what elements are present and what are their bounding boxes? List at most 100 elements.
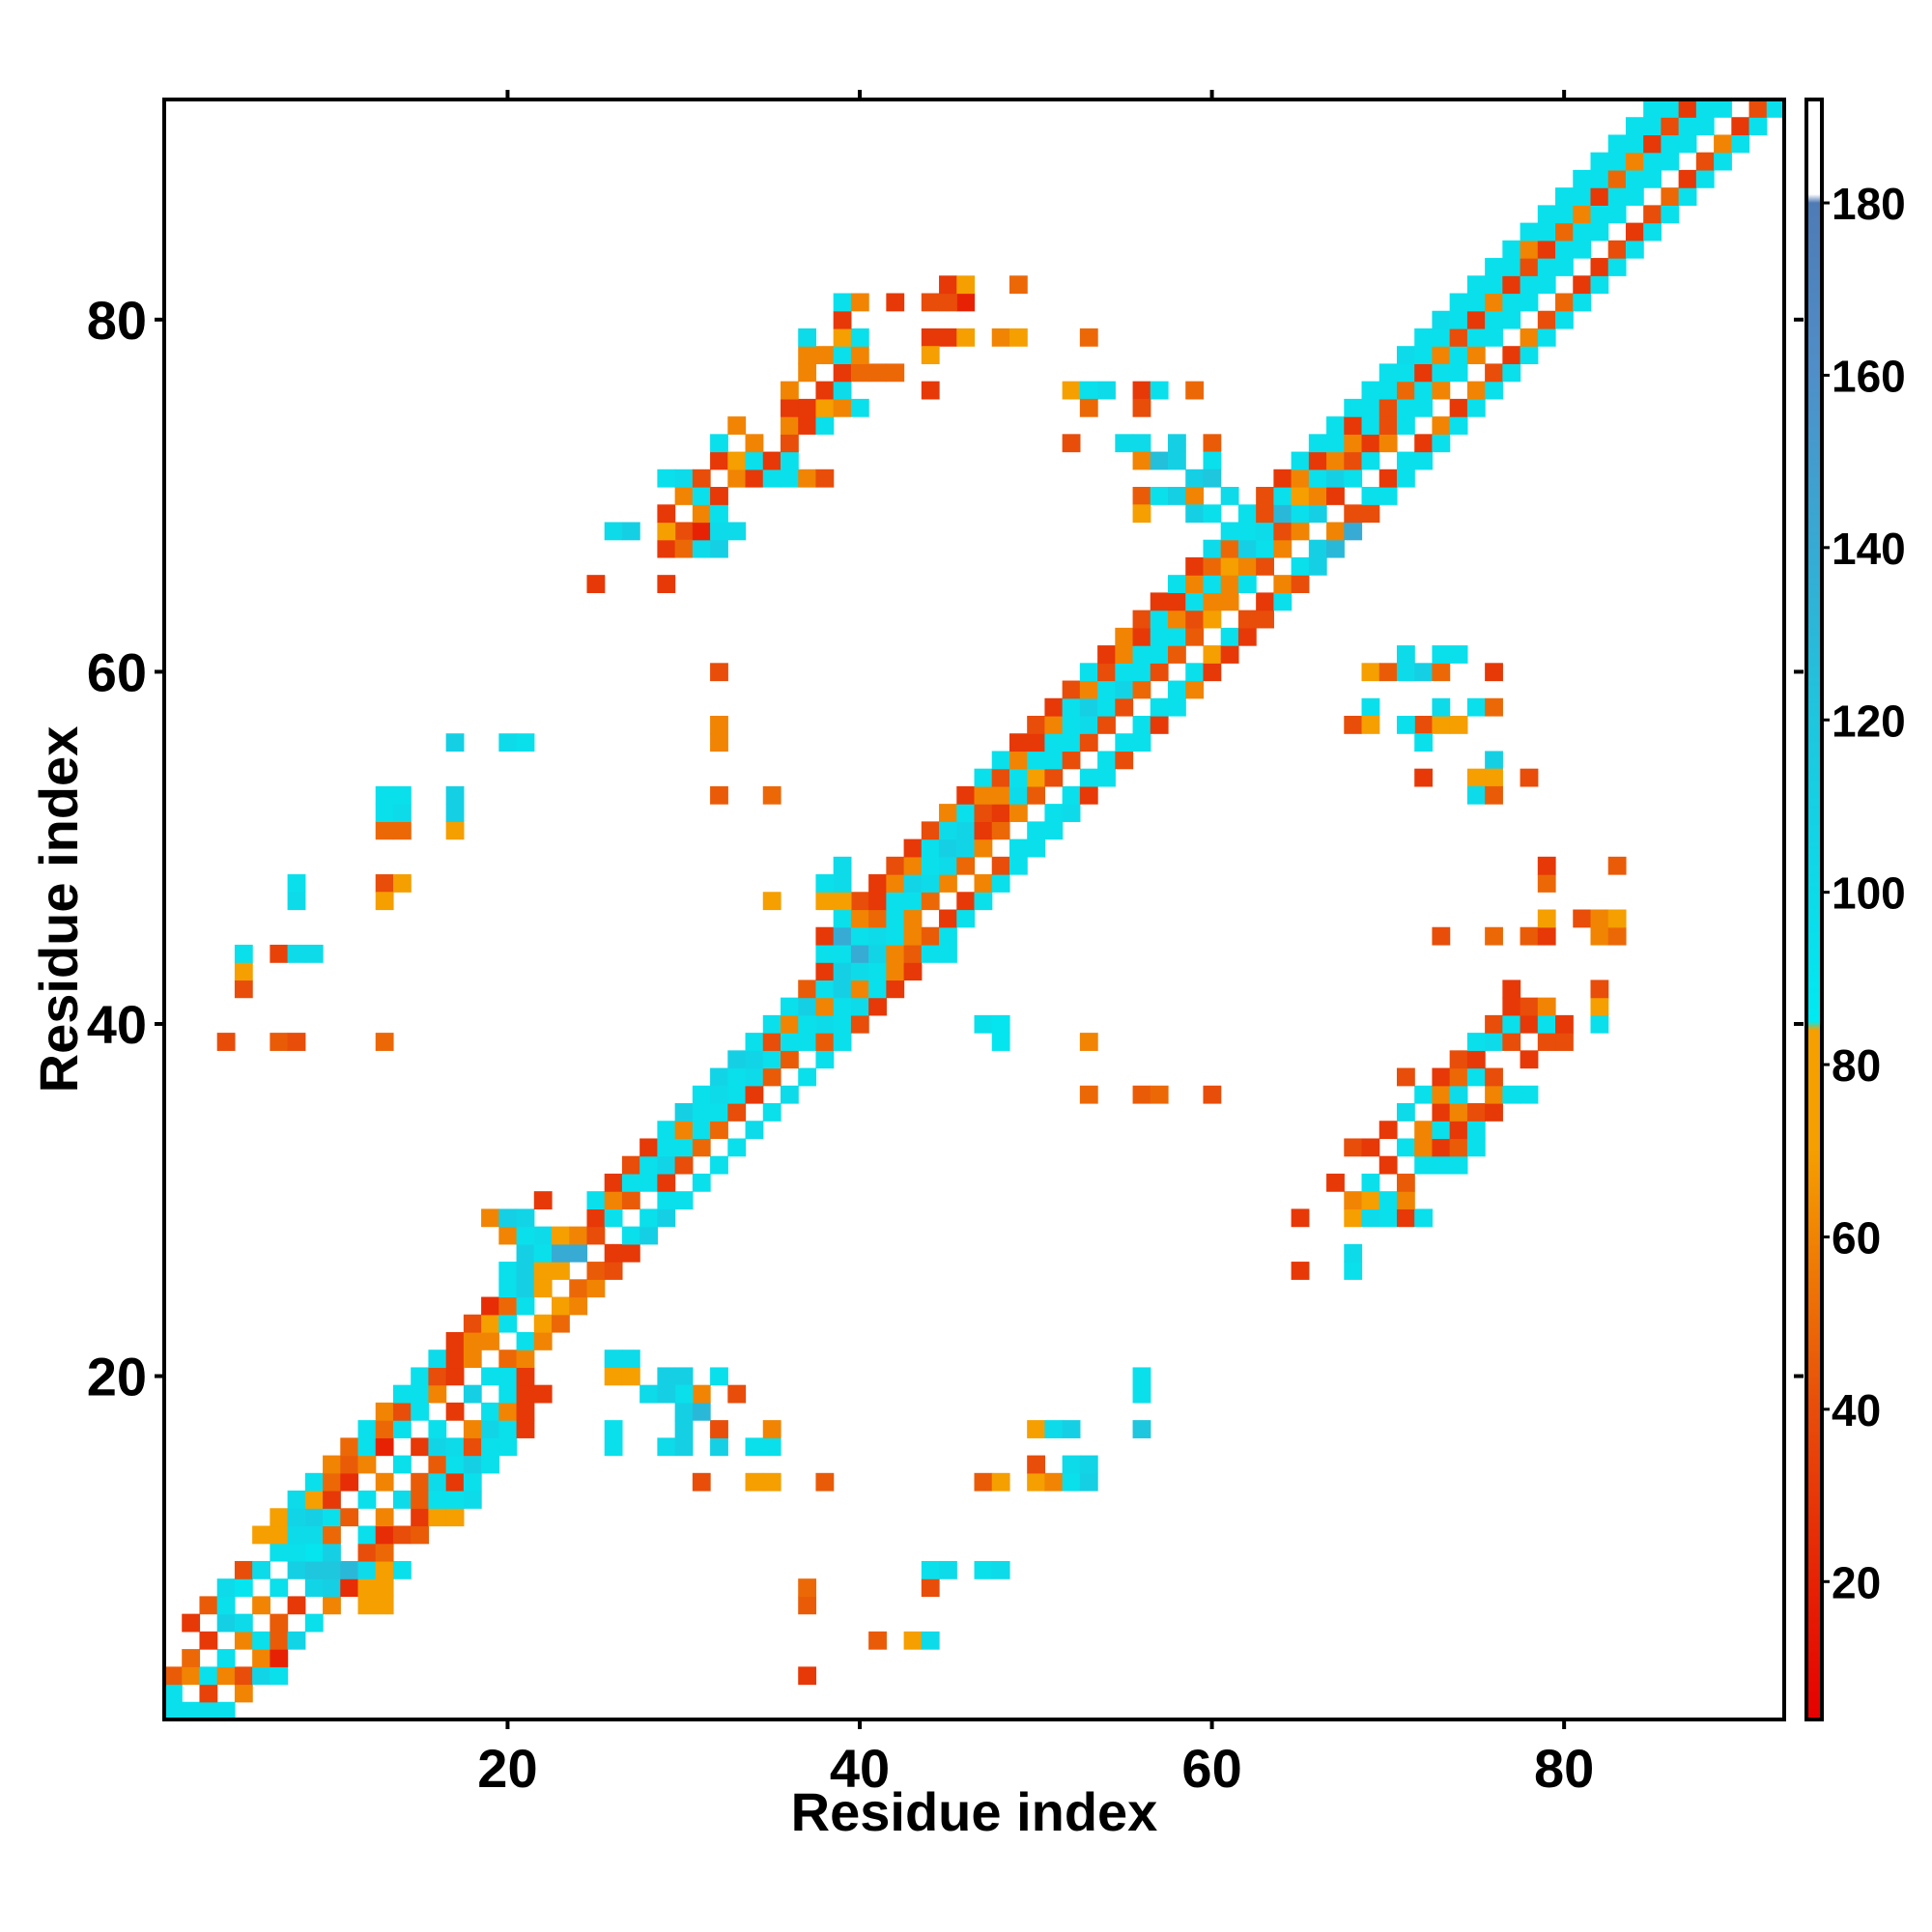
heatmap-cell	[762, 1420, 781, 1438]
heatmap-cell	[1291, 1262, 1310, 1280]
heatmap-cell	[375, 1420, 394, 1438]
heatmap-cell	[428, 1508, 447, 1527]
heatmap-cell	[1590, 926, 1609, 946]
heatmap-cell	[1555, 310, 1574, 329]
heatmap-cell	[1009, 785, 1028, 805]
heatmap-cell	[1396, 1067, 1415, 1087]
heatmap-cell	[392, 1455, 412, 1474]
heatmap-cell	[780, 469, 799, 488]
heatmap-cell	[1607, 240, 1627, 259]
heatmap-cell	[868, 997, 887, 1016]
heatmap-cell	[1062, 434, 1081, 453]
heatmap-cell	[1537, 205, 1556, 224]
heatmap-cell	[1485, 785, 1503, 805]
heatmap-cell	[639, 1226, 658, 1245]
heatmap-cell	[1537, 240, 1556, 259]
heatmap-cell	[833, 980, 852, 999]
heatmap-cell	[516, 1262, 535, 1280]
heatmap-cell	[1237, 539, 1257, 558]
heatmap-cell	[727, 416, 747, 435]
heatmap-cell	[850, 909, 869, 928]
heatmap-cell	[463, 1491, 482, 1509]
heatmap-cell	[481, 1367, 499, 1386]
heatmap-cell	[1449, 1050, 1468, 1069]
heatmap-cell	[710, 1437, 728, 1457]
heatmap-cell	[569, 1243, 588, 1263]
heatmap-cell	[1344, 1262, 1363, 1280]
heatmap-cell	[1520, 240, 1539, 259]
heatmap-cell	[921, 944, 940, 963]
heatmap-cell	[1185, 610, 1205, 629]
heatmap-cell	[1027, 1455, 1046, 1474]
heatmap-cell	[674, 1138, 694, 1157]
heatmap-cell	[216, 1649, 236, 1667]
heatmap-cell	[921, 1578, 940, 1597]
heatmap-cell	[674, 1367, 694, 1386]
heatmap-cell	[445, 1508, 465, 1527]
heatmap-cell	[304, 1543, 324, 1562]
y-axis-label: Residue index	[28, 726, 89, 1094]
heatmap-cell	[868, 892, 887, 911]
heatmap-cell	[1520, 1050, 1539, 1069]
heatmap-cell	[956, 909, 976, 928]
heatmap-cell	[304, 1491, 324, 1509]
heatmap-cell	[323, 1560, 341, 1579]
heatmap-cell	[674, 1103, 694, 1122]
heatmap-cell	[357, 1578, 377, 1597]
colorbar: 20 40 60 80 100 120 140 160 180	[1804, 98, 1906, 1721]
heatmap-cell	[991, 327, 1010, 347]
heatmap-cell	[710, 434, 728, 453]
heatmap-cell	[164, 1666, 183, 1686]
heatmap-cell	[1466, 1103, 1486, 1122]
heatmap-cell	[357, 1437, 377, 1457]
heatmap-cell	[1273, 592, 1293, 611]
heatmap-cell	[833, 997, 852, 1016]
heatmap-cell	[1485, 363, 1503, 383]
heatmap-cell	[903, 909, 923, 928]
heatmap-cell	[1344, 398, 1363, 417]
heatmap-cell	[798, 327, 817, 347]
heatmap-cell	[357, 1455, 377, 1474]
heatmap-cell	[657, 1367, 676, 1386]
heatmap-cell	[323, 1455, 341, 1474]
heatmap-cell	[710, 1420, 728, 1438]
heatmap-cell	[1203, 575, 1222, 593]
heatmap-cell	[762, 469, 781, 488]
heatmap-cell	[1291, 451, 1310, 470]
heatmap-cell	[1432, 363, 1451, 383]
heatmap-cell	[886, 856, 905, 875]
heatmap-cell	[1361, 451, 1380, 470]
heatmap-cell	[850, 398, 869, 417]
heatmap-cell	[1396, 1138, 1415, 1157]
heatmap-cell	[1396, 451, 1415, 470]
heatmap-cell	[1414, 1155, 1434, 1175]
heatmap-cell	[798, 1033, 817, 1051]
heatmap-cell	[1661, 152, 1680, 171]
heatmap-cell	[815, 1472, 835, 1492]
heatmap-cell	[1062, 804, 1081, 822]
heatmap-cell	[323, 1491, 341, 1509]
heatmap-cell	[1361, 434, 1380, 453]
heatmap-cell	[903, 962, 923, 981]
heatmap-cell	[1168, 434, 1186, 453]
heatmap-cell	[1485, 1103, 1503, 1122]
heatmap-cell	[1150, 715, 1169, 734]
heatmap-cell	[1027, 1420, 1046, 1438]
heatmap-cell	[657, 1155, 676, 1175]
heatmap-cell	[798, 980, 817, 999]
heatmap-cell	[1256, 504, 1274, 524]
x-tick-label: 40	[830, 1738, 890, 1799]
heatmap-cell	[1291, 504, 1310, 524]
heatmap-cell	[1502, 1014, 1521, 1034]
heatmap-cell	[745, 1067, 764, 1087]
heatmap-cell	[357, 1525, 377, 1545]
heatmap-cell	[991, 751, 1010, 770]
heatmap-cell	[270, 1649, 289, 1667]
heatmap-cell	[1661, 117, 1680, 136]
heatmap-cell	[1607, 169, 1627, 188]
heatmap-cell	[745, 469, 764, 488]
heatmap-cell	[533, 1279, 553, 1298]
heatmap-cell	[252, 1560, 270, 1579]
heatmap-cell	[674, 1155, 694, 1175]
heatmap-cell	[1361, 381, 1380, 400]
